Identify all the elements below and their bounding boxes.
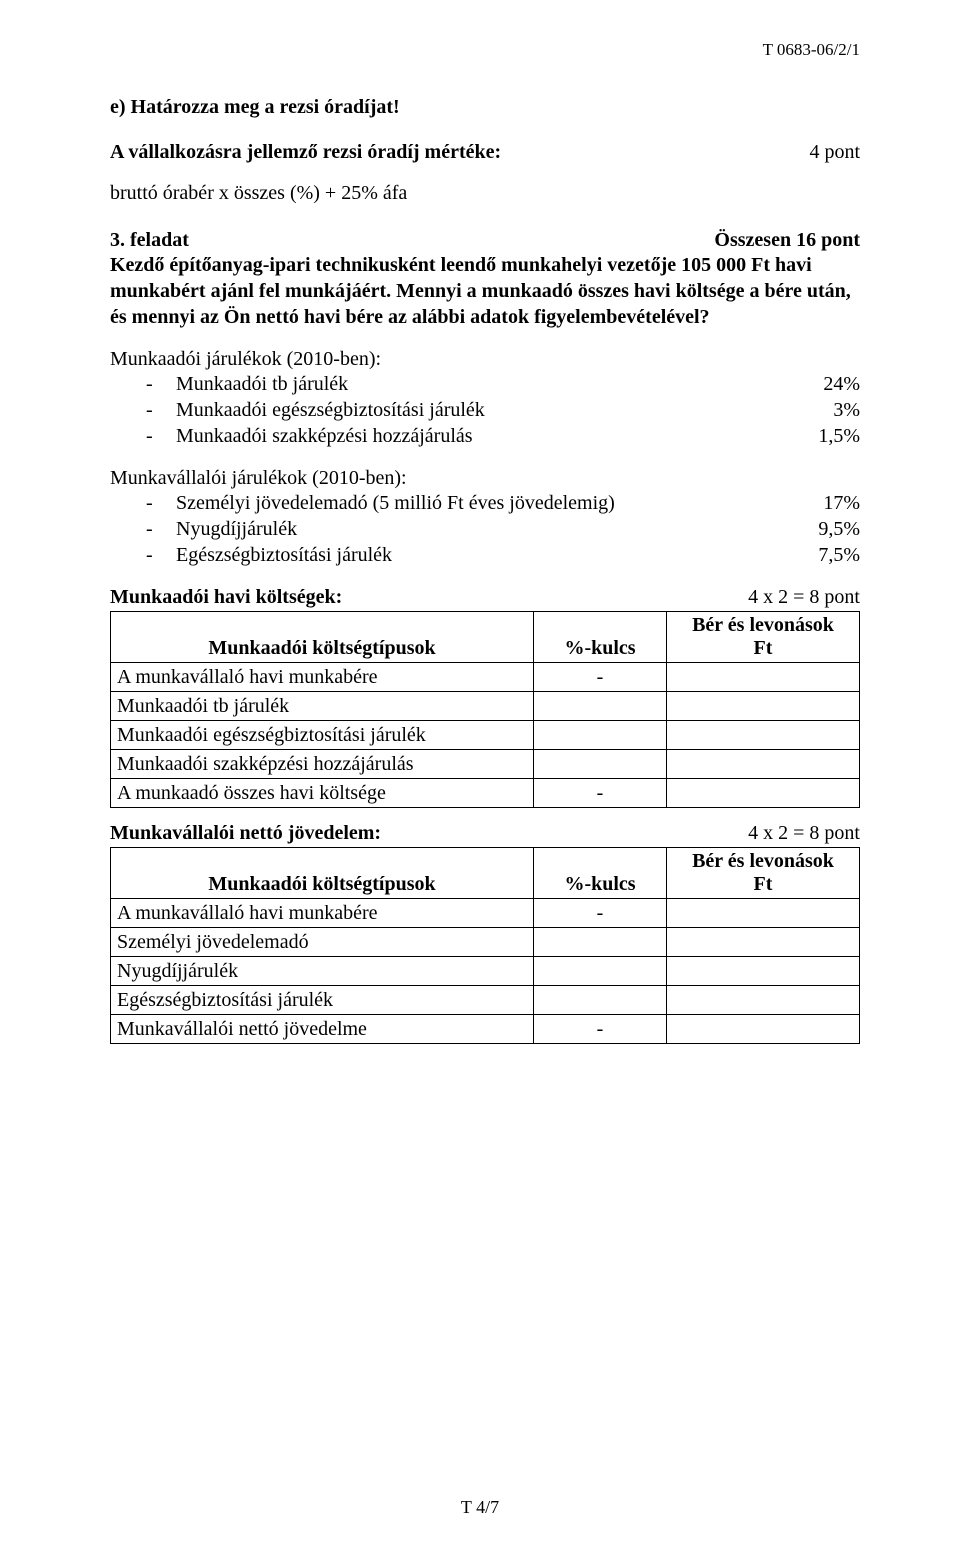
table-row: Munkavállalói nettó jövedelme-	[111, 1015, 860, 1044]
list-label: Munkaadói szakképzési hozzájárulás	[176, 423, 790, 449]
cell-label: A munkavállaló havi munkabére	[111, 663, 534, 692]
employee-contrib-heading: Munkavállalói járulékok (2010-ben):	[110, 467, 860, 490]
cell-amount	[667, 986, 860, 1015]
cell-pct: -	[534, 1015, 667, 1044]
table1-points: 4 x 2 = 8 pont	[748, 586, 860, 609]
cell-amount	[667, 899, 860, 928]
table2-col3: Bér és levonásokFt	[667, 848, 860, 899]
table-row: A munkavállaló havi munkabére-	[111, 899, 860, 928]
list-label: Egészségbiztosítási járulék	[176, 542, 790, 568]
table-header-row: Munkaadói költségtípusok %-kulcs Bér és …	[111, 848, 860, 899]
list-dash: -	[146, 371, 176, 397]
table-row: Egészségbiztosítási járulék	[111, 986, 860, 1015]
section-e-title: e) Határozza meg a rezsi óradíjat!	[110, 96, 860, 119]
list-label: Nyugdíjjárulék	[176, 516, 790, 542]
table2-header-row: Munkavállalói nettó jövedelem: 4 x 2 = 8…	[110, 822, 860, 845]
section-e-formula: bruttó órabér x összes (%) + 25% áfa	[110, 182, 860, 205]
cell-label: Egészségbiztosítási járulék	[111, 986, 534, 1015]
section-e-row: A vállalkozásra jellemző rezsi óradíj mé…	[110, 141, 860, 164]
list-dash: -	[146, 397, 176, 423]
task3-label: 3. feladat	[110, 229, 189, 252]
cell-label: Munkaadói tb járulék	[111, 692, 534, 721]
cell-amount	[667, 692, 860, 721]
list-label: Munkaadói egészségbiztosítási járulék	[176, 397, 790, 423]
list-dash: -	[146, 490, 176, 516]
cell-label: A munkavállaló havi munkabére	[111, 899, 534, 928]
table2-col1: Munkaadói költségtípusok	[111, 848, 534, 899]
cell-amount	[667, 1015, 860, 1044]
list-dash: -	[146, 423, 176, 449]
cell-pct	[534, 750, 667, 779]
list-item: -Személyi jövedelemadó (5 millió Ft éves…	[146, 490, 860, 516]
cell-amount	[667, 928, 860, 957]
table1-header-row: Munkaadói havi költségek: 4 x 2 = 8 pont	[110, 586, 860, 609]
task3-points: Összesen 16 pont	[714, 229, 860, 252]
cell-amount	[667, 750, 860, 779]
page-footer: T 4/7	[0, 1497, 960, 1518]
cell-pct	[534, 986, 667, 1015]
list-value: 1,5%	[790, 423, 860, 449]
cell-pct	[534, 957, 667, 986]
cell-pct: -	[534, 899, 667, 928]
list-item: -Egészségbiztosítási járulék7,5%	[146, 542, 860, 568]
list-dash: -	[146, 542, 176, 568]
task3-body: Kezdő építőanyag-ipari technikusként lee…	[110, 252, 860, 330]
table2-points: 4 x 2 = 8 pont	[748, 822, 860, 845]
list-dash: -	[146, 516, 176, 542]
table-row: Személyi jövedelemadó	[111, 928, 860, 957]
table-header-row: Munkaadói költségtípusok %-kulcs Bér és …	[111, 612, 860, 663]
section-e-left: A vállalkozásra jellemző rezsi óradíj mé…	[110, 141, 501, 164]
list-label: Személyi jövedelemadó (5 millió Ft éves …	[176, 490, 790, 516]
cell-pct	[534, 692, 667, 721]
table1-col1: Munkaadói költségtípusok	[111, 612, 534, 663]
list-value: 9,5%	[790, 516, 860, 542]
table2-col2: %-kulcs	[534, 848, 667, 899]
page: T 0683-06/2/1 e) Határozza meg a rezsi ó…	[0, 0, 960, 1568]
cell-label: Munkaadói egészségbiztosítási járulék	[111, 721, 534, 750]
employer-contrib-block: Munkaadói járulékok (2010-ben): -Munkaad…	[110, 348, 860, 449]
table1-col2: %-kulcs	[534, 612, 667, 663]
list-value: 17%	[790, 490, 860, 516]
list-item: -Munkaadói tb járulék24%	[146, 371, 860, 397]
table2: Munkaadói költségtípusok %-kulcs Bér és …	[110, 847, 860, 1044]
table1-title: Munkaadói havi költségek:	[110, 586, 342, 609]
cell-amount	[667, 779, 860, 808]
cell-amount	[667, 721, 860, 750]
table-row: A munkaadó összes havi költsége-	[111, 779, 860, 808]
list-value: 7,5%	[790, 542, 860, 568]
cell-label: A munkaadó összes havi költsége	[111, 779, 534, 808]
table2-title: Munkavállalói nettó jövedelem:	[110, 822, 381, 845]
list-item: -Munkaadói szakképzési hozzájárulás1,5%	[146, 423, 860, 449]
task3-header: 3. feladat Összesen 16 pont	[110, 229, 860, 252]
table1-col3: Bér és levonásokFt	[667, 612, 860, 663]
cell-amount	[667, 957, 860, 986]
list-item: -Nyugdíjjárulék9,5%	[146, 516, 860, 542]
list-value: 3%	[790, 397, 860, 423]
table-row: Munkaadói szakképzési hozzájárulás	[111, 750, 860, 779]
list-value: 24%	[790, 371, 860, 397]
table-row: Munkaadói tb járulék	[111, 692, 860, 721]
header-code: T 0683-06/2/1	[763, 40, 860, 60]
list-label: Munkaadói tb járulék	[176, 371, 790, 397]
list-item: -Munkaadói egészségbiztosítási járulék3%	[146, 397, 860, 423]
cell-amount	[667, 663, 860, 692]
cell-pct: -	[534, 663, 667, 692]
section-e-points: 4 pont	[809, 141, 860, 164]
cell-label: Nyugdíjjárulék	[111, 957, 534, 986]
employer-contrib-heading: Munkaadói járulékok (2010-ben):	[110, 348, 860, 371]
cell-pct: -	[534, 779, 667, 808]
task3-block: 3. feladat Összesen 16 pont Kezdő építőa…	[110, 229, 860, 330]
cell-label: Személyi jövedelemadó	[111, 928, 534, 957]
cell-pct	[534, 928, 667, 957]
table-row: Munkaadói egészségbiztosítási járulék	[111, 721, 860, 750]
table-row: Nyugdíjjárulék	[111, 957, 860, 986]
cell-pct	[534, 721, 667, 750]
employee-contrib-block: Munkavállalói járulékok (2010-ben): -Sze…	[110, 467, 860, 568]
cell-label: Munkaadói szakképzési hozzájárulás	[111, 750, 534, 779]
table-row: A munkavállaló havi munkabére-	[111, 663, 860, 692]
cell-label: Munkavállalói nettó jövedelme	[111, 1015, 534, 1044]
table1: Munkaadói költségtípusok %-kulcs Bér és …	[110, 611, 860, 808]
